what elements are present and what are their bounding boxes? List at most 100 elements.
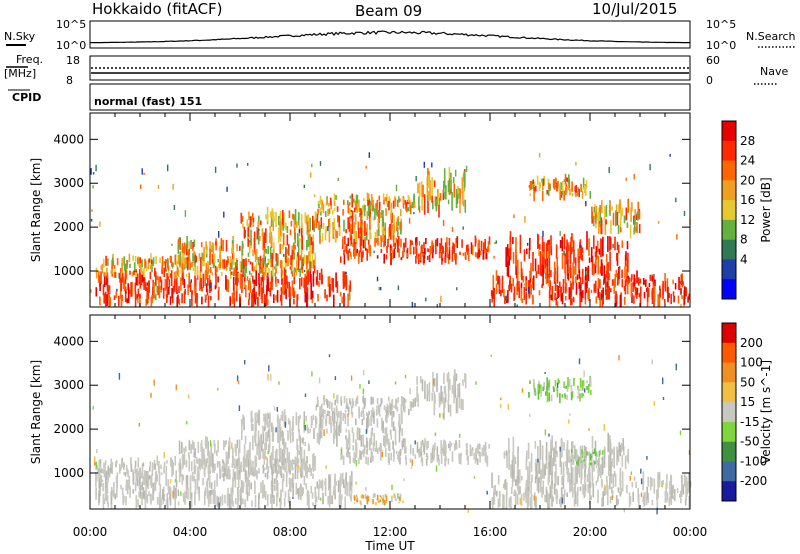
velocity-cell — [395, 406, 397, 410]
velocity-cell — [149, 461, 152, 467]
velocity-scatter — [279, 498, 281, 502]
power-cell — [191, 291, 193, 306]
velocity-scatter — [267, 451, 269, 455]
velocity-cell — [629, 496, 632, 505]
velocity-cell — [681, 474, 683, 491]
velocity-cell — [264, 472, 267, 478]
power-cell — [124, 280, 126, 292]
velocity-scatter — [403, 478, 405, 482]
velocity-scatter — [231, 442, 233, 449]
velocity-cell — [263, 484, 266, 498]
velocity-cell — [383, 500, 386, 506]
power-cell — [281, 260, 284, 271]
velocity-cell — [338, 424, 340, 432]
power-cell — [347, 293, 349, 307]
power-cell — [517, 259, 519, 281]
power-cell — [638, 224, 641, 234]
velocity-cell — [651, 478, 653, 487]
power-cell — [336, 231, 338, 239]
power-cell — [474, 235, 477, 247]
velocity-cell — [116, 484, 118, 498]
power-cell — [326, 198, 328, 206]
power-cell — [289, 229, 292, 236]
power-cell — [386, 201, 389, 208]
velocity-cell — [664, 490, 667, 503]
power-cell — [293, 214, 295, 221]
colorbar-swatch — [722, 180, 736, 201]
velocity-cell — [576, 494, 579, 507]
power-cell — [585, 180, 588, 189]
velocity-cell — [331, 495, 333, 504]
power-cell — [204, 298, 207, 303]
power-cell — [569, 188, 571, 196]
velocity-cell — [547, 467, 550, 486]
velocity-cell — [193, 442, 195, 451]
velocity-cell — [592, 483, 595, 498]
velocity-cell — [343, 479, 345, 488]
power-cell — [535, 271, 538, 279]
power-cell — [253, 231, 256, 242]
velocity-cell — [643, 492, 645, 507]
velocity-cell — [438, 458, 440, 466]
velocity-cell — [336, 413, 339, 422]
power-cell — [630, 284, 633, 298]
power-cell — [291, 254, 293, 270]
power-cell — [580, 183, 582, 192]
power-cell — [453, 243, 455, 253]
power-cell — [353, 241, 355, 251]
velocity-cell — [372, 407, 374, 418]
velocity-cell — [362, 396, 364, 403]
power-cell — [259, 236, 261, 241]
velocity-cell — [417, 393, 419, 400]
velocity-cell — [471, 449, 473, 457]
velocity-cell — [600, 457, 603, 460]
power-cell — [378, 195, 381, 201]
power-cell — [455, 192, 458, 209]
nsky-tick-top: 10^5 — [56, 18, 86, 31]
power-cell — [493, 290, 496, 301]
velocity-cell — [456, 395, 459, 414]
velocity-cell — [621, 481, 624, 492]
power-cell — [579, 276, 582, 288]
power-cell — [378, 210, 380, 224]
velocity-cell — [298, 429, 300, 441]
power-cell — [438, 252, 441, 259]
power-cell — [409, 239, 412, 247]
power-cell — [212, 243, 215, 259]
power-cell — [254, 250, 257, 263]
power-cell — [513, 286, 516, 300]
power-cell — [579, 239, 582, 259]
power-cell — [559, 240, 562, 249]
velocity-cell — [204, 464, 207, 470]
power-cell — [565, 246, 568, 265]
velocity-cell — [340, 495, 342, 508]
velocity-cell — [538, 385, 541, 389]
velocity-cell — [284, 458, 287, 464]
velocity-cell — [391, 416, 393, 427]
velocity-cell — [275, 459, 277, 473]
velocity-cell — [599, 449, 601, 455]
power-cell — [604, 220, 607, 235]
velocity-cell — [256, 412, 258, 423]
velocity-cell — [619, 491, 622, 497]
power-cell — [182, 271, 184, 285]
power-cell — [273, 266, 276, 270]
velocity-cell — [582, 484, 584, 495]
power-cell — [320, 217, 323, 229]
velocity-cell — [122, 462, 125, 465]
velocity-cell — [385, 415, 387, 422]
velocity-cell — [462, 399, 464, 410]
power-cell — [203, 246, 205, 262]
power-cell — [550, 294, 553, 301]
velocity-cell — [508, 438, 510, 454]
velocity-cell — [395, 402, 398, 408]
power-scatter — [204, 294, 206, 299]
power-cell — [318, 281, 320, 287]
power-cell — [102, 284, 105, 296]
power-cell — [363, 205, 365, 209]
velocity-scatter — [278, 381, 280, 385]
power-cell — [139, 293, 141, 299]
velocity-cell — [237, 472, 240, 489]
power-cell — [252, 292, 254, 298]
velocity-cell — [216, 495, 218, 507]
